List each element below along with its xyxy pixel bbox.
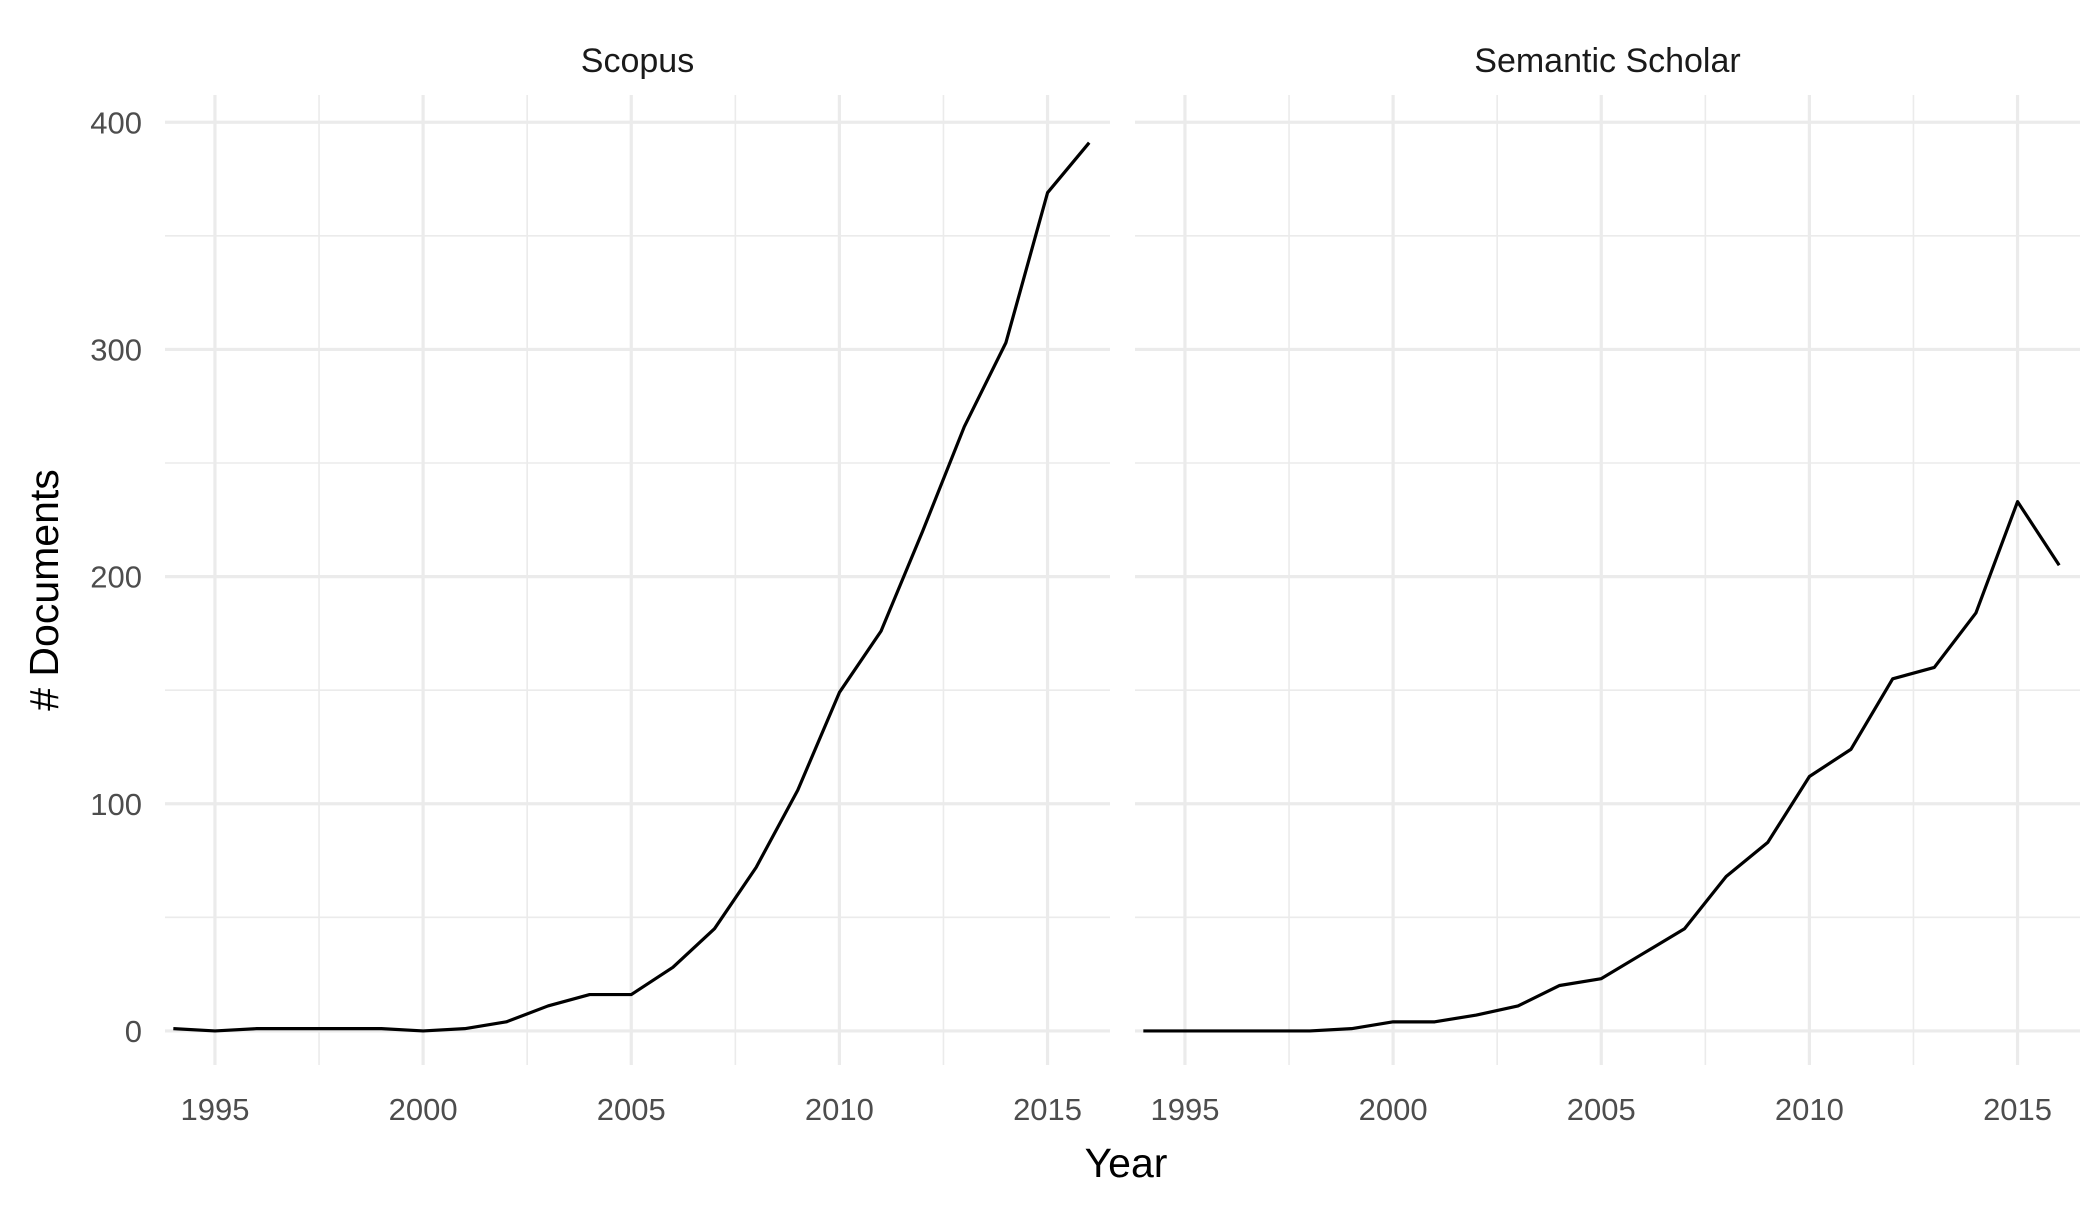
y-tick-label: 400 <box>90 105 142 140</box>
panels-layer: 1995 2000 2005 2010 2015 Scopus 1995 2000 2005 20… <box>165 42 2080 1127</box>
y-tick-label: 200 <box>90 560 142 595</box>
x-tick-label: 2010 <box>805 1092 874 1127</box>
panel-title: Semantic Scholar <box>1474 42 1740 80</box>
y-tick-label: 100 <box>90 787 142 822</box>
y-tick-label: 0 <box>125 1014 142 1049</box>
y-tick-labels: 0 100 200 300 400 <box>90 105 142 1049</box>
x-tick-label: 2000 <box>389 1092 458 1127</box>
y-axis-title: # Documents <box>21 469 67 711</box>
x-tick-label: 2005 <box>1567 1092 1636 1127</box>
panel-semantic-scholar: 1995 2000 2005 2010 2015 Semantic Scholar <box>1135 42 2080 1127</box>
x-tick-label: 2015 <box>1013 1092 1082 1127</box>
x-axis-title: Year <box>1085 1140 1168 1186</box>
panel-scopus: 1995 2000 2005 2010 2015 Scopus <box>165 42 1110 1127</box>
x-tick-label: 2000 <box>1359 1092 1428 1127</box>
x-tick-label: 2005 <box>597 1092 666 1127</box>
panel-title: Scopus <box>581 42 694 80</box>
x-tick-label: 2010 <box>1775 1092 1844 1127</box>
x-tick-label: 1995 <box>1150 1092 1219 1127</box>
y-tick-label: 300 <box>90 332 142 367</box>
series-line <box>173 141 1091 1033</box>
x-tick-label: 2015 <box>1983 1092 2052 1127</box>
series-line <box>1143 500 2061 1033</box>
x-tick-label: 1995 <box>180 1092 249 1127</box>
